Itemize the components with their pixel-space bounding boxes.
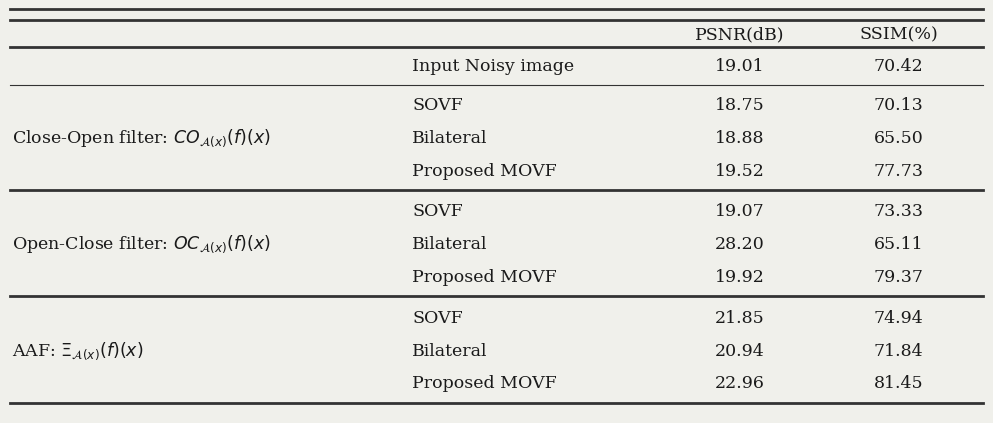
Text: Bilateral: Bilateral — [412, 130, 488, 147]
Text: Proposed MOVF: Proposed MOVF — [412, 163, 557, 180]
Text: 79.37: 79.37 — [874, 269, 923, 286]
Text: 65.11: 65.11 — [874, 236, 923, 253]
Text: SOVF: SOVF — [412, 203, 463, 220]
Text: 70.42: 70.42 — [874, 58, 923, 75]
Text: 21.85: 21.85 — [715, 310, 765, 327]
Text: Proposed MOVF: Proposed MOVF — [412, 269, 557, 286]
Text: 18.75: 18.75 — [715, 97, 765, 114]
Text: 20.94: 20.94 — [715, 343, 765, 360]
Text: Close-Open filter: $CO_{\mathcal{A}(x)}(f)(x)$: Close-Open filter: $CO_{\mathcal{A}(x)}(… — [12, 128, 270, 149]
Text: 22.96: 22.96 — [715, 375, 765, 392]
Text: 28.20: 28.20 — [715, 236, 765, 253]
Text: Bilateral: Bilateral — [412, 343, 488, 360]
Text: 81.45: 81.45 — [874, 375, 923, 392]
Text: 77.73: 77.73 — [874, 163, 923, 180]
Text: 65.50: 65.50 — [874, 130, 923, 147]
Text: 74.94: 74.94 — [874, 310, 923, 327]
Text: 19.92: 19.92 — [715, 269, 765, 286]
Text: SSIM(%): SSIM(%) — [859, 26, 938, 43]
Text: SOVF: SOVF — [412, 310, 463, 327]
Text: 19.52: 19.52 — [715, 163, 765, 180]
Text: Proposed MOVF: Proposed MOVF — [412, 375, 557, 392]
Text: SOVF: SOVF — [412, 97, 463, 114]
Text: Bilateral: Bilateral — [412, 236, 488, 253]
Text: 18.88: 18.88 — [715, 130, 765, 147]
Text: Open-Close filter: $OC_{\mathcal{A}(x)}(f)(x)$: Open-Close filter: $OC_{\mathcal{A}(x)}(… — [12, 233, 270, 255]
Text: Input Noisy image: Input Noisy image — [412, 58, 574, 75]
Text: 70.13: 70.13 — [874, 97, 923, 114]
Text: 73.33: 73.33 — [874, 203, 923, 220]
Text: AAF: $\Xi_{\mathcal{A}(x)}(f)(x)$: AAF: $\Xi_{\mathcal{A}(x)}(f)(x)$ — [12, 340, 143, 362]
Text: 19.07: 19.07 — [715, 203, 765, 220]
Text: 19.01: 19.01 — [715, 58, 765, 75]
Text: 71.84: 71.84 — [874, 343, 923, 360]
Text: PSNR(dB): PSNR(dB) — [695, 26, 784, 43]
